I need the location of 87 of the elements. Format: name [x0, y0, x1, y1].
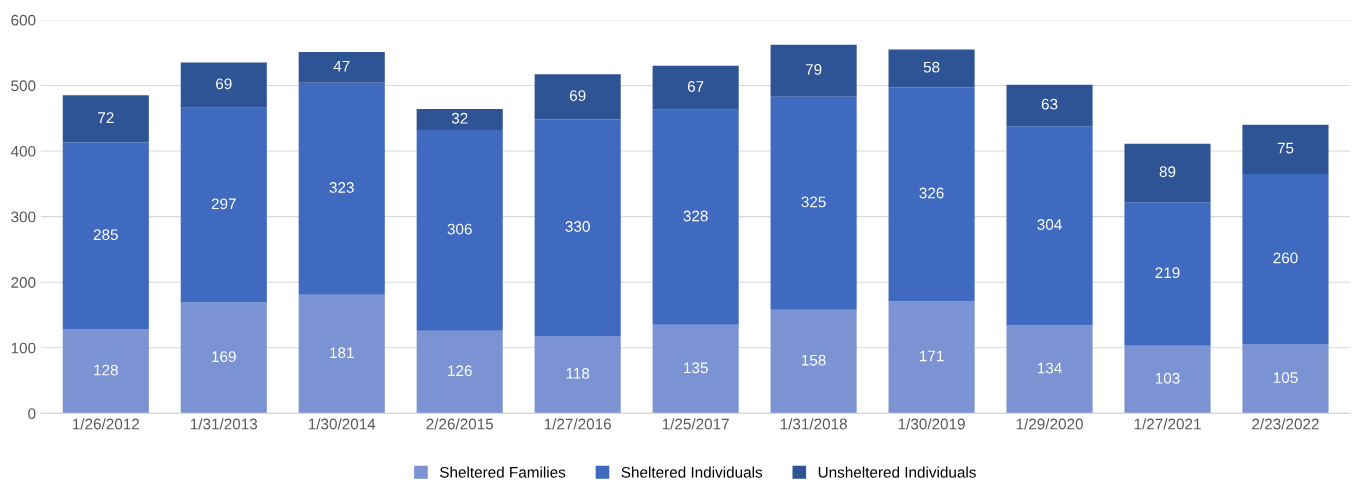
bar — [1242, 344, 1329, 414]
data-label: 47 — [333, 60, 350, 72]
data-label: 32 — [451, 112, 468, 124]
data-label: 89 — [1159, 166, 1176, 178]
bar — [1124, 202, 1211, 346]
bar — [298, 294, 385, 414]
x-tick-label: 1/25/2017 — [662, 418, 729, 430]
data-label: 260 — [1273, 252, 1298, 264]
data-label: 306 — [447, 223, 472, 235]
data-label: 323 — [329, 182, 354, 193]
data-label: 72 — [98, 112, 114, 123]
y-tick-label: 300 — [11, 211, 36, 223]
data-label: 79 — [805, 64, 822, 75]
bar — [298, 52, 385, 83]
data-label: 326 — [919, 187, 944, 199]
bar — [62, 95, 149, 143]
data-label: 169 — [212, 351, 236, 363]
bar — [652, 65, 739, 110]
y-tick-label: 400 — [10, 145, 36, 157]
bar — [62, 142, 149, 330]
x-tick-label: 1/31/2013 — [190, 418, 258, 430]
bar — [652, 109, 739, 325]
bar — [62, 329, 149, 414]
data-label: 105 — [1273, 372, 1298, 384]
bar — [652, 324, 739, 414]
data-label: 158 — [802, 354, 826, 366]
x-tick-label: 1/31/2018 — [780, 418, 847, 430]
data-label: 304 — [1037, 219, 1062, 230]
x-tick-label: 2/23/2022 — [1252, 418, 1319, 430]
legend-label: Sheltered Individuals — [621, 466, 763, 478]
bar — [888, 49, 975, 88]
x-tick-label: 1/30/2019 — [898, 418, 965, 430]
legend-label: Unsheltered Individuals — [818, 466, 976, 478]
bar — [1006, 84, 1093, 127]
data-label: 103 — [1155, 372, 1180, 384]
bar — [1006, 325, 1093, 414]
bar — [1242, 124, 1329, 175]
bar — [534, 74, 621, 120]
x-tick-label: 1/26/2012 — [72, 418, 140, 430]
data-label: 118 — [566, 367, 590, 379]
x-tick-label: 1/30/2014 — [308, 418, 376, 430]
bar — [416, 130, 503, 331]
x-tick-label: 1/27/2016 — [544, 418, 611, 430]
data-label: 219 — [1155, 267, 1180, 279]
data-label: 297 — [211, 198, 236, 210]
data-label: 134 — [1037, 362, 1062, 374]
data-label: 69 — [216, 78, 232, 90]
y-tick-label: 500 — [11, 80, 36, 92]
bar — [888, 301, 975, 414]
data-label: 63 — [1041, 98, 1058, 110]
bar — [770, 44, 857, 97]
legend-label: Sheltered Families — [439, 466, 566, 478]
bar — [1124, 143, 1211, 203]
data-label: 126 — [448, 365, 472, 377]
bar — [416, 109, 503, 131]
x-tick-label: 2/26/2015 — [426, 418, 494, 430]
data-label: 328 — [683, 210, 708, 222]
data-label: 330 — [565, 221, 590, 232]
data-label: 325 — [801, 196, 826, 208]
bar — [534, 335, 621, 414]
x-tick-label: 1/27/2021 — [1134, 418, 1201, 430]
bar — [416, 330, 503, 414]
y-tick-label: 0 — [28, 408, 36, 420]
bar — [888, 87, 975, 302]
bar — [770, 309, 857, 414]
data-label: 171 — [920, 350, 944, 362]
bar — [298, 82, 385, 295]
bar — [1006, 126, 1093, 326]
data-label: 128 — [94, 364, 118, 376]
bar — [534, 119, 621, 336]
data-label: 181 — [330, 347, 354, 359]
bar — [180, 302, 267, 414]
bar — [180, 62, 267, 108]
y-tick-label: 100 — [11, 342, 36, 354]
data-label: 58 — [923, 61, 940, 73]
data-label: 285 — [93, 229, 118, 241]
y-tick-label: 600 — [11, 14, 36, 26]
x-tick-label: 1/29/2020 — [1016, 418, 1083, 430]
bar — [1124, 345, 1211, 414]
y-tick-label: 200 — [11, 277, 36, 288]
data-label: 67 — [687, 81, 704, 92]
bar — [1242, 174, 1329, 345]
bar — [770, 96, 857, 310]
data-label: 69 — [569, 90, 586, 102]
data-label: 75 — [1277, 142, 1294, 154]
data-label: 135 — [684, 362, 708, 374]
bar — [180, 107, 267, 303]
